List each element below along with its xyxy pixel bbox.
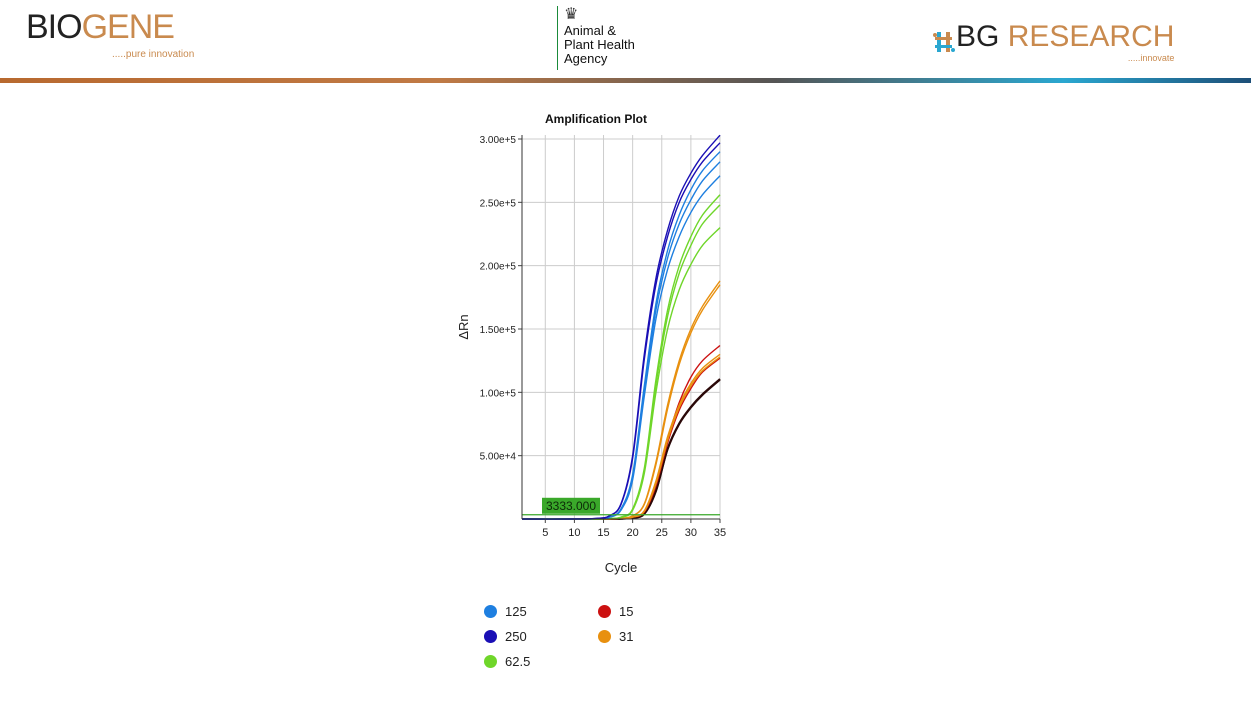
legend-item-31: 31 xyxy=(598,629,633,644)
legend-item-125: 125 xyxy=(484,604,527,619)
legend-dot-icon xyxy=(598,630,611,643)
legend-dot-icon xyxy=(484,655,497,668)
plot-area xyxy=(522,135,720,519)
apha-line3: Agency xyxy=(564,51,608,66)
threshold-label: 3333.000 xyxy=(546,499,596,513)
y-tick-label: 2.50e+5 xyxy=(480,198,517,209)
bg-research-part2: RESEARCH xyxy=(999,20,1175,53)
legend-label: 31 xyxy=(619,629,634,644)
x-tick-label: 10 xyxy=(568,527,580,539)
chart-title: Amplification Plot xyxy=(545,112,647,126)
x-tick-label: 35 xyxy=(714,527,726,539)
threshold-label-box xyxy=(542,497,600,514)
legend-label: 250 xyxy=(505,629,527,644)
biogene-logo: BIOGENE .....pure innovation xyxy=(26,8,194,60)
legend-item-15: 15 xyxy=(598,604,633,619)
molecule-icon xyxy=(932,29,956,55)
x-tick-label: 20 xyxy=(627,527,639,539)
legend-dot-icon xyxy=(484,605,497,618)
legend-dot-icon xyxy=(598,605,611,618)
y-tick-label: 1.00e+5 xyxy=(480,388,517,399)
y-tick-label: 1.50e+5 xyxy=(480,325,517,336)
legend-item-250: 250 xyxy=(484,629,527,644)
legend-label: 15 xyxy=(619,604,634,619)
apha-line1: Animal & xyxy=(564,23,617,38)
x-axis-label: Cycle xyxy=(605,560,638,575)
x-tick-label: 30 xyxy=(685,527,697,539)
bg-research-logo: BG RESEARCH .....innovate xyxy=(932,20,1175,63)
apha-logo: ♛ Animal & Plant Health Agency xyxy=(557,6,635,70)
y-tick-label: 3.00e+5 xyxy=(480,135,517,146)
y-tick-label: 2.00e+5 xyxy=(480,262,517,273)
bg-research-part1: BG xyxy=(956,20,1000,53)
legend-item-62.5: 62.5 xyxy=(484,654,530,669)
apha-line2: Plant Health xyxy=(564,37,635,52)
amplification-curve-250 xyxy=(521,142,721,520)
header-divider xyxy=(0,78,1251,83)
y-tick-label: 5.00e+4 xyxy=(480,452,517,463)
legend-label: 125 xyxy=(505,604,527,619)
y-axis-label: ΔRn xyxy=(456,314,471,339)
legend-dot-icon xyxy=(484,630,497,643)
x-tick-label: 15 xyxy=(597,527,609,539)
bg-research-tagline: .....innovate xyxy=(1127,53,1175,63)
biogene-logo-part2: GENE xyxy=(81,8,175,46)
biogene-logo-part1: BIO xyxy=(26,8,83,46)
biogene-tagline: .....pure innovation xyxy=(112,49,195,60)
x-tick-label: 5 xyxy=(542,527,548,539)
royal-crest-icon: ♛ xyxy=(564,6,579,23)
legend-label: 62.5 xyxy=(505,654,531,669)
x-tick-label: 25 xyxy=(656,527,668,539)
